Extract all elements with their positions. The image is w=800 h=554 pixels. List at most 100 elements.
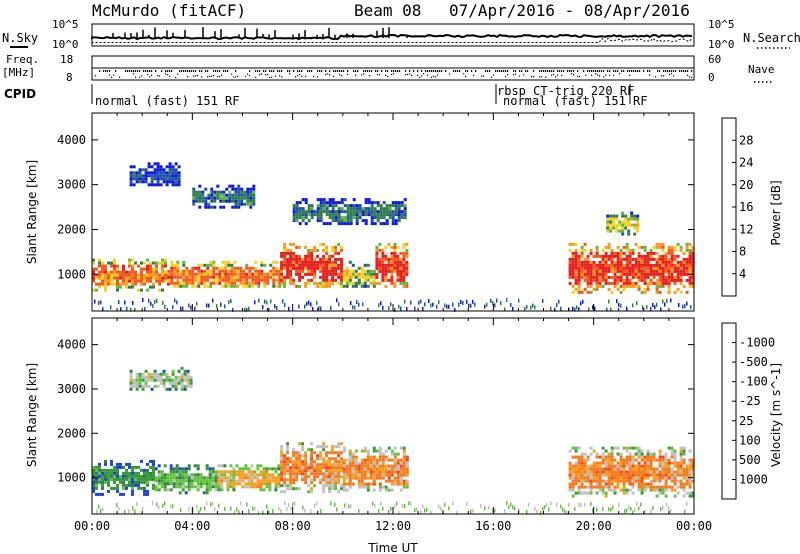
- power-echo-cell: [295, 272, 299, 276]
- power-echo-cell: [209, 272, 213, 276]
- power-echo-cell: [292, 257, 296, 261]
- power-echo-cell: [646, 287, 650, 291]
- power-echo-cell: [580, 260, 584, 264]
- velocity-echo-cell: [163, 482, 167, 486]
- velocity-scatter-cell: [254, 506, 256, 511]
- power-echo-cell: [304, 257, 308, 261]
- velocity-scatter-cell: [252, 506, 254, 511]
- nsearch-tick-top: 10^5: [708, 18, 735, 31]
- velocity-echo-cell: [268, 467, 272, 471]
- velocity-echo-cell: [98, 462, 101, 466]
- power-echo-cell: [125, 273, 128, 277]
- velocity-echo-cell: [116, 462, 119, 466]
- freq-dots: [95, 70, 693, 79]
- velocity-scatter-cell: [556, 502, 558, 507]
- velocity-echo-cell: [345, 464, 349, 468]
- power-echo-cell: [122, 270, 125, 274]
- velocity-echo-cell: [387, 476, 391, 480]
- velocity-echo-cell: [223, 479, 227, 483]
- velocity-scatter-cell: [506, 501, 508, 505]
- power-echo-cell: [636, 214, 640, 218]
- power-scatter-cell: [336, 298, 338, 303]
- power-echo-cell: [269, 275, 273, 279]
- power-echo-cell: [231, 205, 235, 209]
- power-echo-cell: [607, 287, 611, 291]
- velocity-echo-cell: [334, 475, 338, 479]
- power-echo-cell: [251, 266, 255, 270]
- velocity-echo-cell: [187, 488, 191, 492]
- power-echo-cell: [360, 284, 364, 288]
- power-echo-cell: [661, 254, 665, 258]
- nsky-tick-bottom: 10^0: [52, 38, 79, 51]
- velocity-echo-cell: [577, 446, 581, 450]
- power-echo-cell: [631, 248, 635, 252]
- power-echo-cell: [240, 196, 244, 200]
- power-echo-cell: [646, 251, 650, 255]
- power-echo-cell: [331, 204, 335, 208]
- velocity-scatter-cell: [284, 501, 286, 506]
- velocity-scatter-cell: [212, 501, 214, 506]
- power-echo-cell: [149, 276, 152, 280]
- velocity-echo-cell: [613, 446, 617, 450]
- freq-dot: [215, 70, 217, 72]
- freq-dot: [387, 70, 389, 72]
- velocity-echo-cell: [159, 381, 163, 385]
- velocity-echo-cell: [351, 473, 355, 477]
- power-echo-cell: [399, 260, 403, 264]
- power-echo-cell: [658, 260, 662, 264]
- velocity-echo-cell: [613, 473, 617, 477]
- freq-dot: [337, 70, 339, 72]
- velocity-echo-cell: [625, 476, 629, 480]
- velocity-echo-cell: [196, 476, 200, 480]
- velocity-echo-cell: [607, 479, 611, 483]
- velocity-echo-cell: [345, 470, 349, 474]
- velocity-echo-cell: [107, 489, 110, 493]
- power-echo-cell: [664, 251, 668, 255]
- power-echo-cell: [242, 281, 246, 285]
- power-echo-cell: [384, 275, 388, 279]
- power-echo-cell: [280, 266, 284, 270]
- velocity-echo-cell: [146, 483, 149, 487]
- velocity-colorbar-tick-label: -500: [739, 355, 768, 369]
- power-echo-cell: [230, 284, 234, 288]
- velocity-echo-cell: [589, 452, 593, 456]
- velocity-echo-cell: [637, 482, 641, 486]
- velocity-echo-cell: [247, 476, 251, 480]
- power-echo-cell: [304, 260, 308, 264]
- power-echo-cell: [393, 245, 397, 249]
- power-echo-cell: [153, 171, 157, 175]
- velocity-echo-cell: [190, 479, 194, 483]
- power-echo-cell: [182, 284, 186, 288]
- velocity-scatter-cell: [548, 507, 550, 512]
- power-scatter-cell: [94, 299, 96, 304]
- nave-dot: [437, 74, 439, 76]
- power-scatter-cell: [474, 302, 476, 307]
- power-echo-cell: [337, 210, 341, 214]
- velocity-echo-cell: [274, 482, 278, 486]
- power-echo-cell: [640, 260, 644, 264]
- power-echo-cell: [143, 267, 146, 271]
- power-echo-cell: [307, 281, 311, 285]
- power-echo-cell: [649, 251, 653, 255]
- power-echo-cell: [316, 210, 320, 214]
- nave-dot: [237, 75, 239, 77]
- nave-tick-bottom: 0: [708, 71, 715, 84]
- power-scatter-cell: [420, 299, 422, 304]
- power-echo-cell: [661, 281, 665, 285]
- velocity-echo-cell: [586, 455, 590, 459]
- power-echo-cell: [125, 282, 128, 286]
- velocity-echo-cell: [256, 485, 260, 489]
- velocity-echo-cell: [369, 464, 373, 468]
- power-echo-cell: [667, 287, 671, 291]
- power-echo-cell: [301, 260, 305, 264]
- power-echo-cell: [313, 275, 317, 279]
- power-echo-cell: [334, 213, 338, 217]
- power-echo-cell: [379, 207, 383, 211]
- nave-dot: [531, 75, 533, 78]
- velocity-echo-cell: [604, 461, 608, 465]
- velocity-echo-cell: [610, 464, 614, 468]
- velocity-echo-cell: [310, 442, 314, 446]
- velocity-echo-cell: [613, 485, 617, 489]
- power-echo-cell: [164, 264, 167, 268]
- velocity-echo-cell: [262, 473, 266, 477]
